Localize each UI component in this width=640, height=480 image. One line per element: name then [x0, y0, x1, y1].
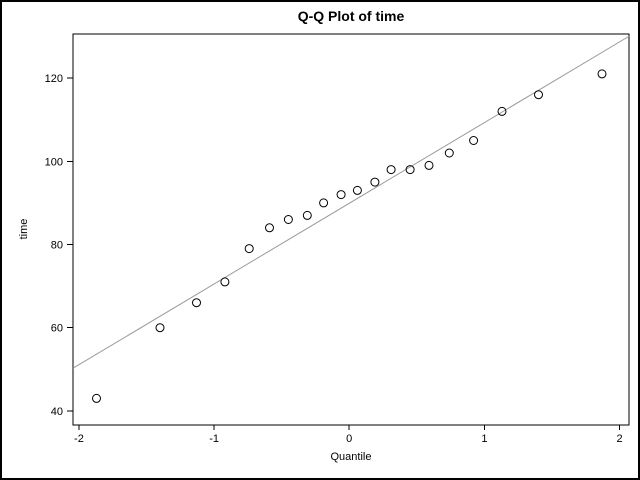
y-axis-ticks: 40 60 80 100 120	[45, 73, 73, 418]
x-tick-label: -2	[74, 433, 84, 445]
data-point	[302, 210, 312, 220]
data-point	[597, 69, 607, 79]
x-tick-label: 1	[481, 433, 487, 445]
data-point	[386, 165, 396, 175]
data-point	[424, 160, 434, 170]
data-point	[265, 223, 274, 233]
chart-title: Q-Q Plot of time	[298, 8, 405, 24]
data-point	[370, 177, 380, 187]
x-tick-label: 0	[346, 433, 352, 445]
y-tick-label: 60	[51, 323, 63, 335]
y-tick-label: 120	[45, 73, 63, 85]
data-point	[497, 106, 507, 116]
y-axis-label: time	[18, 219, 30, 240]
data-point	[444, 148, 454, 158]
data-point	[336, 190, 346, 200]
data-point	[534, 90, 543, 100]
data-point	[220, 277, 230, 287]
y-tick-label: 40	[51, 406, 63, 418]
data-point	[192, 298, 201, 308]
x-axis-ticks: -2 -1 0 1 2	[74, 425, 623, 445]
data-point	[469, 136, 479, 145]
scatter-points	[92, 69, 607, 403]
data-point	[405, 165, 415, 175]
x-tick-label: 2	[616, 433, 622, 445]
data-point	[352, 185, 362, 195]
data-point	[244, 244, 254, 254]
data-point	[155, 323, 165, 333]
y-tick-label: 80	[51, 239, 63, 251]
data-point	[92, 393, 101, 403]
data-point	[319, 198, 329, 208]
y-tick-label: 100	[45, 156, 63, 168]
data-point	[283, 215, 293, 224]
x-axis-label: Quantile	[331, 451, 372, 463]
plot-frame	[72, 33, 630, 426]
x-tick-label: -1	[209, 433, 219, 445]
